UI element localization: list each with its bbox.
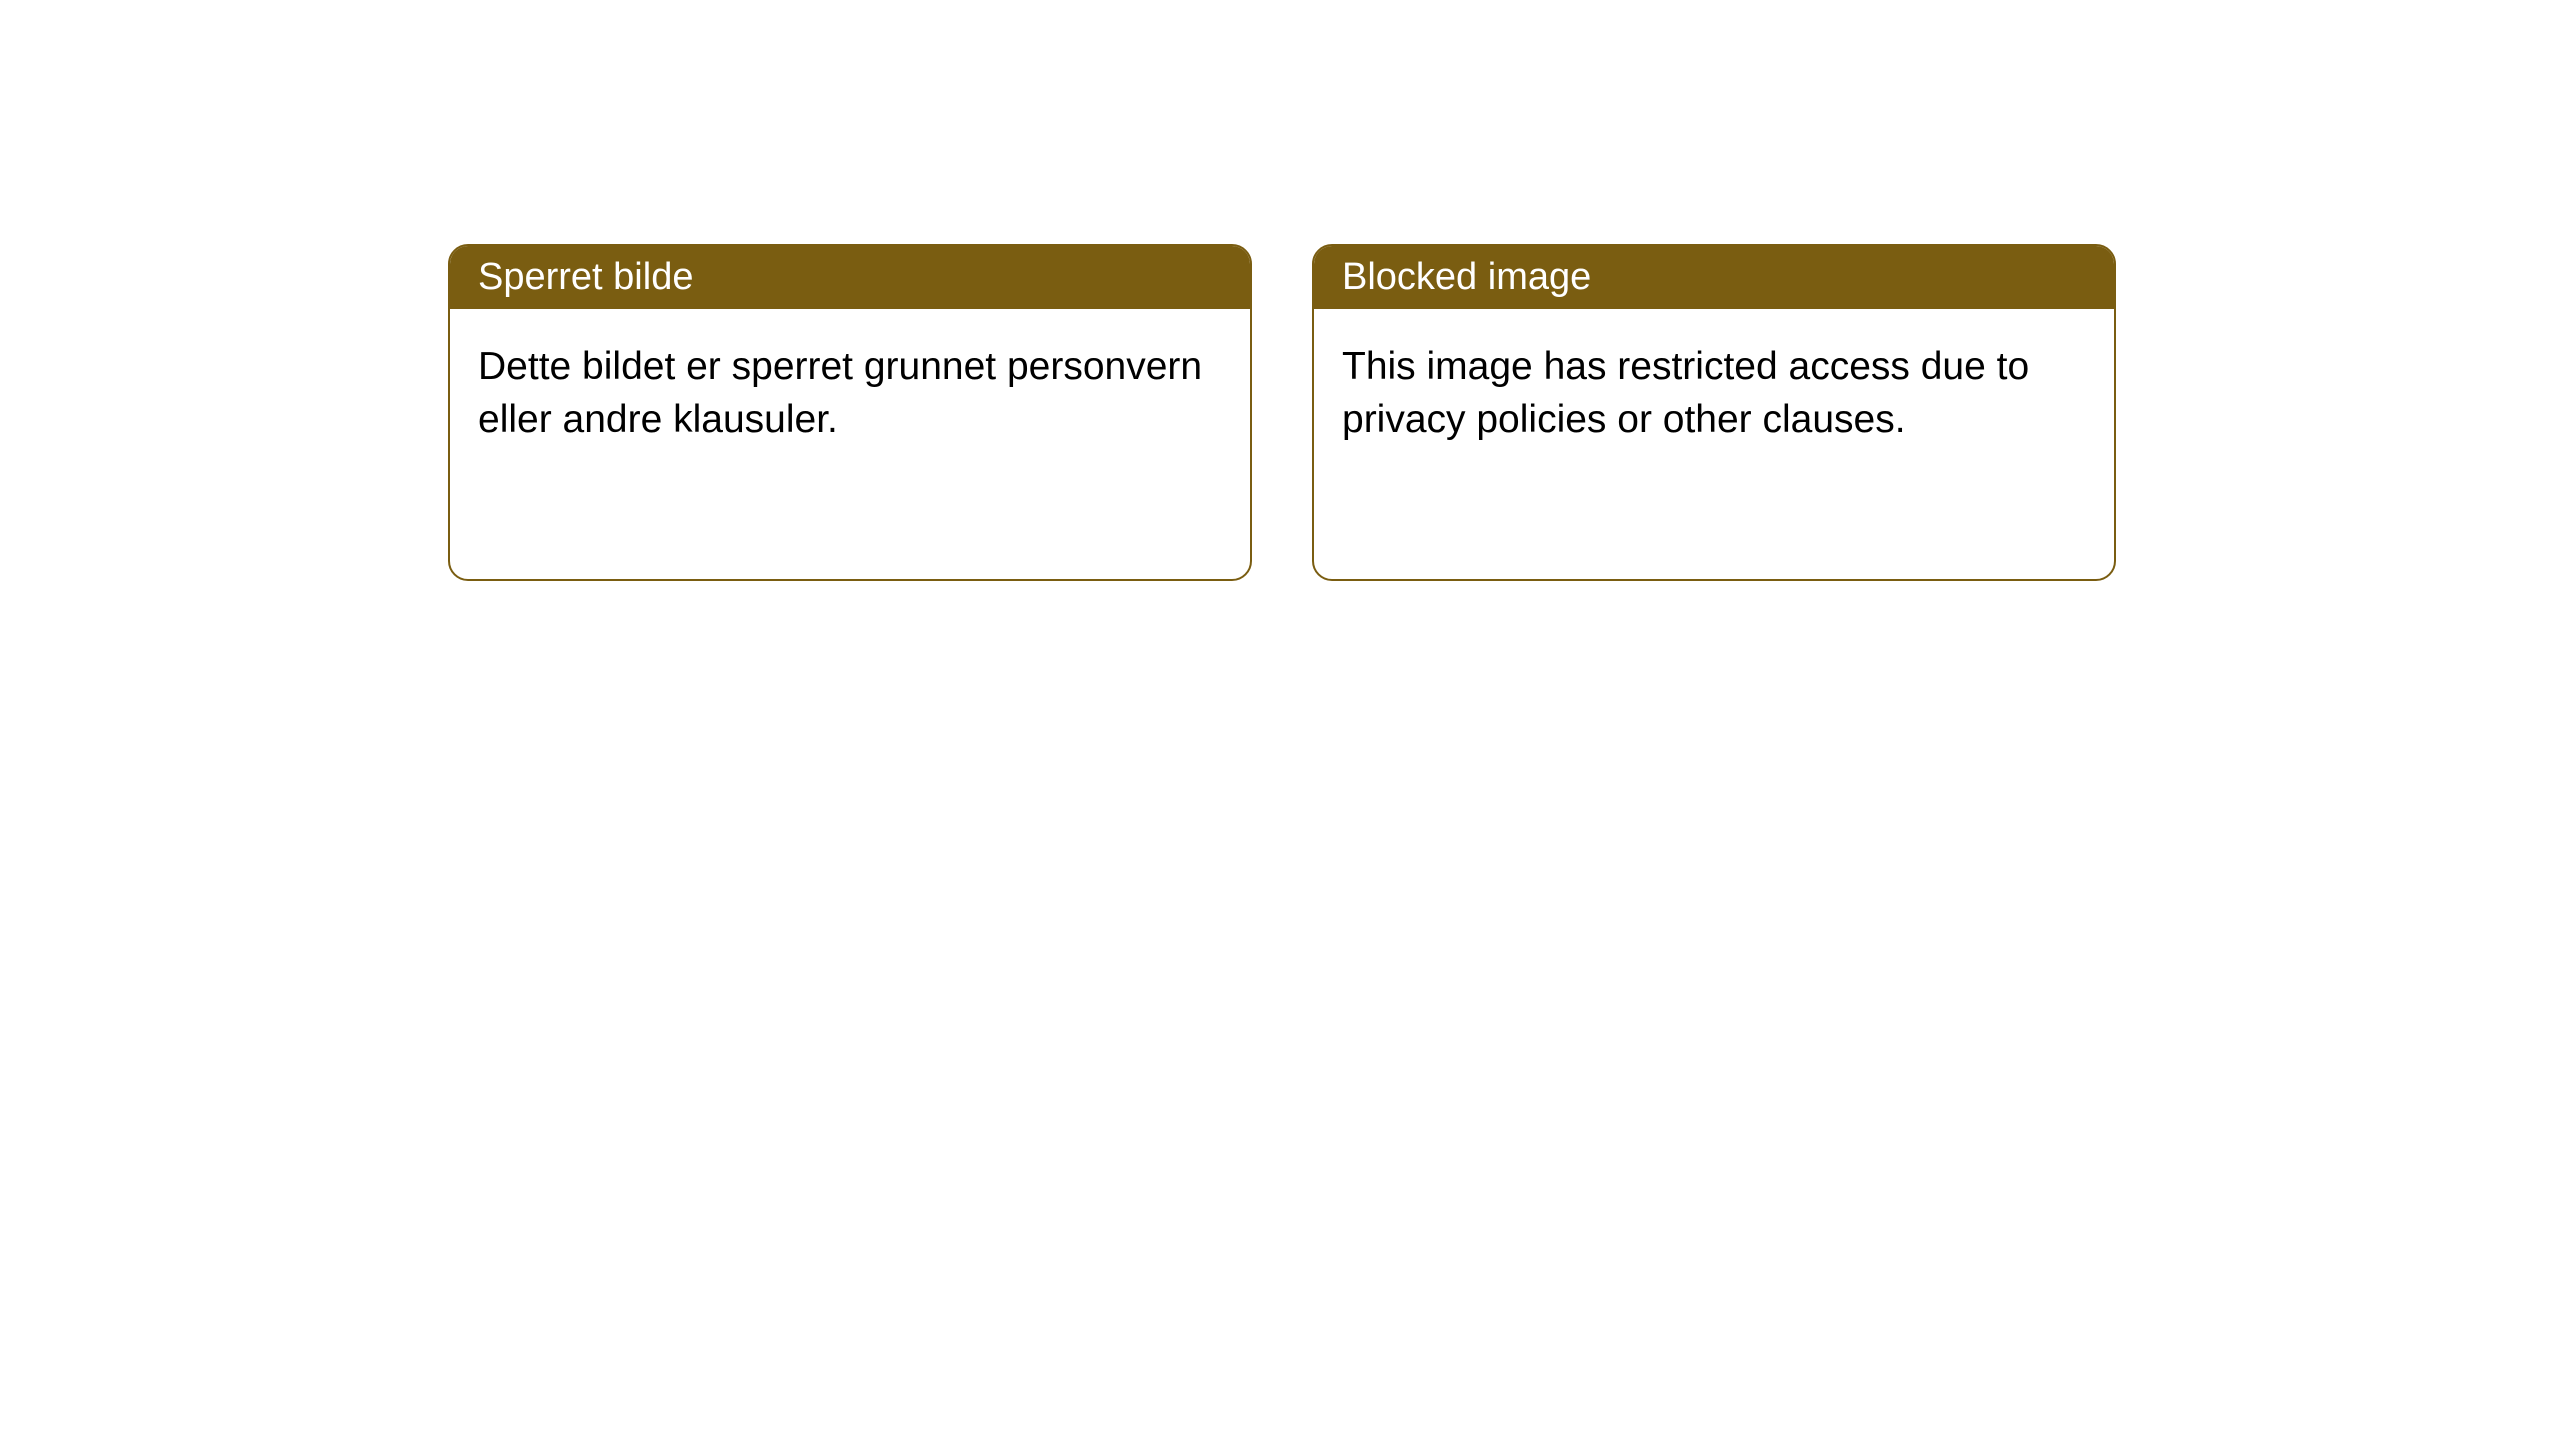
notice-message: Dette bildet er sperret grunnet personve…	[478, 341, 1222, 446]
notice-body: Dette bildet er sperret grunnet personve…	[450, 309, 1250, 579]
notice-header: Sperret bilde	[450, 246, 1250, 309]
notice-message: This image has restricted access due to …	[1342, 341, 2086, 446]
notice-title: Blocked image	[1342, 256, 1591, 298]
notice-card-english: Blocked image This image has restricted …	[1312, 244, 2116, 581]
blocked-image-notices: Sperret bilde Dette bildet er sperret gr…	[0, 0, 2560, 581]
notice-title: Sperret bilde	[478, 256, 693, 298]
notice-body: This image has restricted access due to …	[1314, 309, 2114, 579]
notice-header: Blocked image	[1314, 246, 2114, 309]
notice-card-norwegian: Sperret bilde Dette bildet er sperret gr…	[448, 244, 1252, 581]
